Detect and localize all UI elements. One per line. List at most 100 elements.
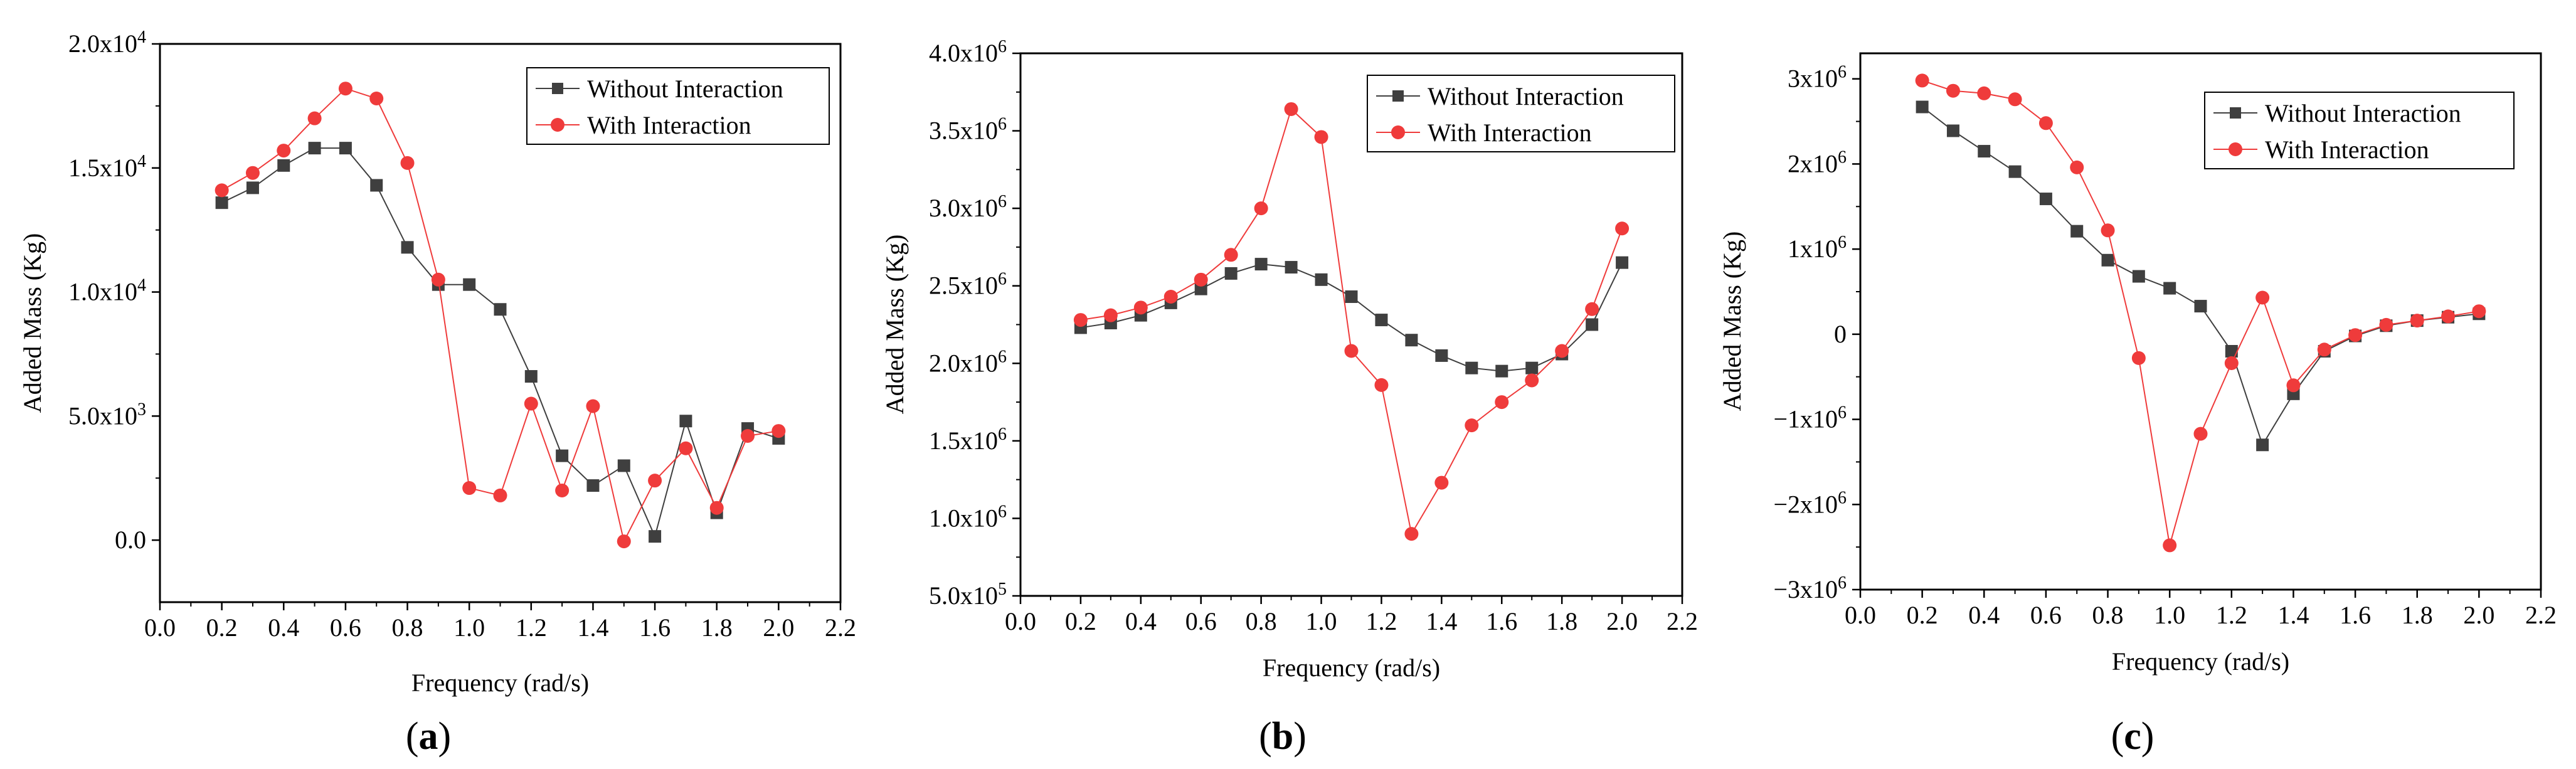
data-point-without (2163, 282, 2176, 295)
panel-c: 0.0 0.2 0.4 0.6 0.8 1.0 1.2 1.4 1.6 1.8 2.0 2.2 −3x1… (1718, 52, 2557, 758)
x-tick-label: 1.6 (639, 613, 671, 642)
data-point-with (307, 111, 322, 125)
data-point-without (2194, 300, 2207, 313)
y-tick-label: 2.5x106 (929, 269, 1007, 300)
panel-b: 0.0 0.2 0.4 0.6 0.8 1.0 1.2 1.4 1.6 1.8 2.0 2.2 5.0x… (881, 37, 1698, 758)
data-point-with (1103, 308, 1118, 322)
data-point-without (1616, 256, 1629, 269)
data-point-with (524, 396, 538, 411)
data-point-without (2101, 253, 2114, 267)
data-point-with (462, 481, 477, 496)
y-tick-label: 3x106 (1788, 62, 1847, 93)
series-group (1073, 102, 1630, 541)
data-point-with (2070, 160, 2084, 174)
data-point-with (2410, 314, 2424, 328)
data-point-without (2225, 345, 2238, 358)
data-point-with (1344, 344, 1359, 358)
data-point-with (1615, 221, 1630, 236)
y-tick-label: 5.0x105 (929, 580, 1007, 610)
panel-a: 0.0 0.2 0.4 0.6 0.8 1.0 1.2 1.4 1.6 1.8 2.0 2.2 0.0 5… (18, 28, 856, 758)
x-axis-title: Frequency (rad/s) (1263, 654, 1440, 682)
y-axis-title: Added Mass (Kg) (881, 235, 909, 415)
data-point-with (1555, 344, 1569, 358)
legend-marker-with (1391, 125, 1405, 139)
data-point-with (1946, 83, 1960, 98)
data-point-with (1915, 73, 1929, 88)
x-tick-label: 1.2 (1365, 607, 1397, 635)
legend-label-with: With Interaction (1428, 119, 1592, 147)
data-point-without (1405, 334, 1418, 347)
data-point-without (339, 142, 352, 155)
panel-label: (c) (2111, 715, 2155, 758)
y-tick-label: 5.0x103 (68, 400, 146, 430)
legend-label-with: With Interaction (2265, 135, 2429, 164)
legend-marker-with (551, 118, 564, 132)
x-tick-label: 2.2 (825, 613, 856, 642)
series-line-without (221, 147, 779, 539)
data-point-with (1977, 86, 1991, 100)
axis-ticks: 0.0 0.2 0.4 0.6 0.8 1.0 1.2 1.4 1.6 1.8 2.0 2.2 5.0x… (929, 37, 1698, 636)
data-point-without (308, 142, 321, 155)
data-point-without (2256, 438, 2269, 452)
x-tick-label: 1.0 (453, 613, 485, 642)
data-point-with (1163, 290, 1178, 304)
data-point-with (1224, 248, 1238, 262)
x-tick-label: 0.0 (1845, 601, 1876, 629)
data-point-with (1404, 527, 1419, 541)
data-point-with (2008, 92, 2022, 107)
x-tick-label: 1.8 (701, 613, 733, 642)
x-tick-label: 1.4 (1426, 607, 1457, 635)
y-tick-label: 1x106 (1788, 233, 1847, 263)
data-point-with (2163, 538, 2177, 553)
panel-label: (a) (406, 715, 451, 758)
x-tick-label: 0.4 (1968, 601, 2000, 629)
legend-marker-without (2230, 107, 2241, 119)
legend-label-without: Without Interaction (1428, 82, 1624, 110)
x-tick-label: 1.6 (1486, 607, 1517, 635)
x-tick-label: 0.0 (144, 613, 176, 642)
data-point-with (555, 484, 570, 497)
data-point-without (215, 196, 228, 209)
axis-ticks: 0.0 0.2 0.4 0.6 0.8 1.0 1.2 1.4 1.6 1.8 2.0 2.2 −3x1… (1773, 62, 2557, 629)
series-line-with (1080, 108, 1623, 536)
data-point-with (400, 156, 415, 170)
data-point-without (2132, 270, 2145, 283)
legend-box (2204, 92, 2515, 169)
y-tick-label: 0.0 (115, 526, 146, 554)
x-tick-label: 0.6 (330, 613, 361, 642)
data-point-with (1525, 373, 1539, 388)
data-point-with (1284, 102, 1298, 116)
data-point-with (2038, 116, 2053, 130)
y-tick-label: 4.0x106 (929, 37, 1007, 68)
series-group (1915, 73, 2486, 553)
data-point-with (648, 474, 662, 488)
data-point-with (277, 144, 291, 158)
x-tick-label: 0.4 (268, 613, 299, 642)
x-tick-label: 1.0 (2154, 601, 2185, 629)
data-point-without (1315, 273, 1328, 286)
data-point-with (1073, 313, 1088, 327)
y-tick-label: 2.0x104 (68, 28, 146, 58)
data-point-without (556, 449, 569, 462)
data-point-with (2348, 328, 2363, 342)
x-tick-label: 1.6 (2340, 601, 2371, 629)
data-point-with (245, 166, 260, 180)
data-point-without (370, 179, 383, 192)
y-tick-label: 1.0x104 (68, 275, 146, 306)
data-point-without (2070, 225, 2084, 238)
data-point-with (1374, 378, 1389, 392)
data-point-with (1465, 418, 1479, 433)
x-tick-label: 2.2 (2525, 601, 2557, 629)
data-point-with (2101, 223, 2115, 238)
data-point-with (493, 488, 507, 502)
data-point-with (1194, 272, 1208, 287)
data-point-without (1194, 282, 1207, 295)
legend-marker-without (552, 83, 563, 94)
legend-label-without: Without Interaction (587, 75, 783, 103)
y-tick-label: 2.0x106 (929, 347, 1007, 378)
x-tick-label: 0.6 (2030, 601, 2062, 629)
data-point-without (2008, 165, 2022, 178)
data-point-with (1133, 300, 1148, 315)
data-point-without (1978, 145, 1991, 158)
